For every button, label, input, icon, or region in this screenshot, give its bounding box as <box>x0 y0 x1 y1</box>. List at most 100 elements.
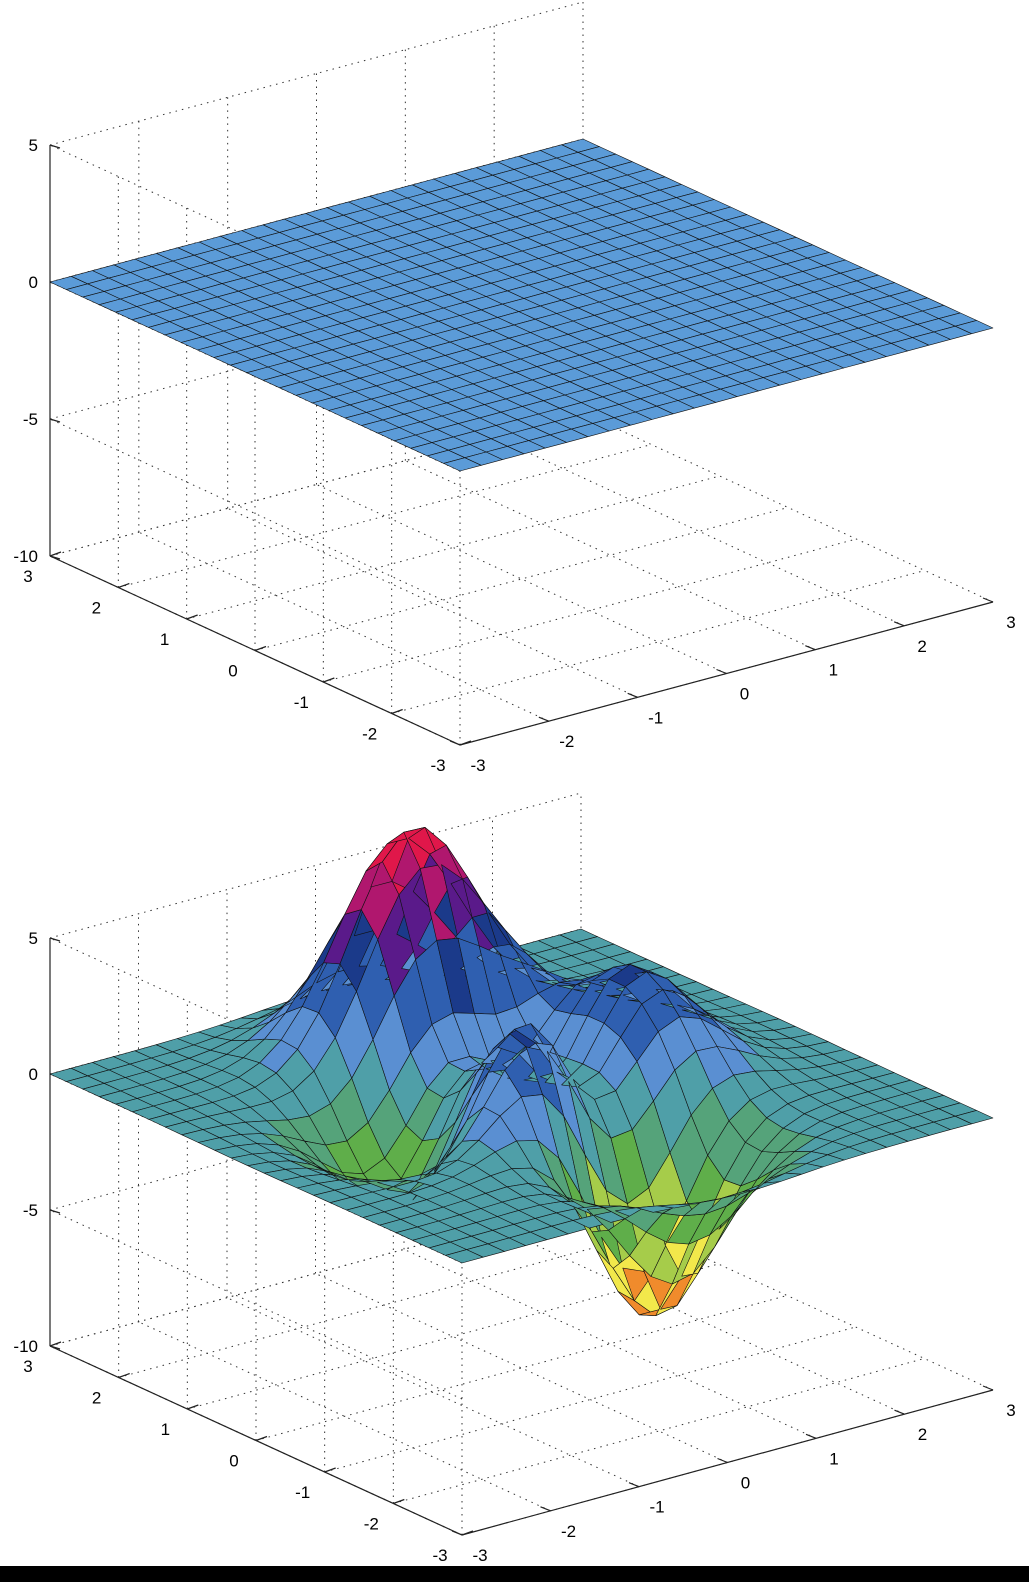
y-tick-mark <box>254 645 267 652</box>
x-tick-label: 3 <box>1006 613 1015 632</box>
x-tick-mark <box>717 1457 728 1464</box>
z-tick-mark <box>49 144 61 149</box>
x-tick-mark <box>982 597 994 603</box>
z-tick-mark <box>49 555 61 560</box>
grid-line <box>393 1358 925 1504</box>
grid-line <box>324 1326 856 1473</box>
y-tick-label: -3 <box>432 1546 447 1565</box>
x-tick-mark <box>451 1530 463 1536</box>
z-tick-label: -10 <box>13 1337 38 1356</box>
grid-line <box>49 412 584 557</box>
grid-line <box>323 538 857 683</box>
grid-line <box>118 444 652 588</box>
y-tick-label: -3 <box>430 756 445 775</box>
grid-line <box>315 1273 728 1463</box>
x-tick-mark <box>540 1506 551 1512</box>
bottom-border <box>0 1566 1029 1582</box>
x-tick-mark <box>894 1409 905 1415</box>
y-tick-mark <box>187 1404 199 1410</box>
y-tick-label: 1 <box>160 630 169 649</box>
y-tick-label: -2 <box>362 725 377 744</box>
x-tick-mark <box>449 740 461 746</box>
y-tick-label: 3 <box>23 1357 32 1376</box>
x-tick-label: 0 <box>740 685 749 704</box>
y-tick-mark <box>49 551 62 557</box>
surface-face <box>954 1110 994 1125</box>
grid-line <box>187 1263 719 1410</box>
grid-line <box>582 412 994 603</box>
grid-line <box>49 792 582 939</box>
x-tick-mark <box>893 621 905 627</box>
x-tick-label: 2 <box>918 1425 927 1444</box>
grid-line <box>227 507 638 698</box>
z-tick-mark <box>49 937 61 942</box>
grid-line <box>493 436 905 627</box>
z-tick-label: 5 <box>29 929 38 948</box>
y-tick-mark <box>118 1372 130 1379</box>
grid-line <box>255 1295 788 1441</box>
z-tick-mark <box>49 418 61 423</box>
x-tick-label: 0 <box>741 1474 750 1493</box>
z-tick-label: 0 <box>29 273 38 292</box>
y-tick-label: 2 <box>92 599 101 618</box>
x-tick-mark <box>716 668 727 675</box>
x-tick-label: 3 <box>1006 1401 1015 1420</box>
y-tick-mark <box>393 1498 405 1505</box>
z-tick-label: 0 <box>29 1065 38 1084</box>
z-tick-mark <box>49 1209 61 1214</box>
surface-face <box>954 320 994 335</box>
z-tick-label: 5 <box>29 136 38 155</box>
y-tick-label: 2 <box>92 1389 101 1408</box>
grid-line <box>405 460 816 651</box>
y-tick-label: 0 <box>229 1452 238 1471</box>
y-tick-label: -1 <box>295 1483 310 1502</box>
grid-line <box>391 570 925 714</box>
y-tick-mark <box>461 1530 474 1536</box>
x-tick-mark <box>538 716 550 722</box>
grid-line <box>492 1224 905 1415</box>
x-tick-label: -1 <box>649 1498 664 1517</box>
grid-line <box>186 475 720 620</box>
y-tick-mark <box>49 1341 62 1347</box>
x-tick-label: -3 <box>470 756 485 775</box>
x-tick-mark <box>805 645 816 651</box>
axes <box>49 937 994 1536</box>
grid-line <box>254 507 789 651</box>
grid-line <box>403 1248 817 1439</box>
y-tick-mark <box>118 582 130 589</box>
y-tick-mark <box>391 708 403 715</box>
z-tick-mark <box>49 1345 61 1350</box>
grid-line <box>316 484 727 674</box>
z-tick-label: -10 <box>13 547 38 566</box>
surface-mesh <box>49 826 994 1316</box>
y-tick-mark <box>324 1467 336 1473</box>
x-tick-label: -1 <box>648 708 663 727</box>
x-tick-mark <box>627 692 638 698</box>
grid-line <box>118 1232 650 1378</box>
z-tick-label: -5 <box>23 1201 38 1220</box>
y-tick-label: -2 <box>364 1515 379 1534</box>
x-tick-label: -2 <box>559 732 574 751</box>
z-tick-label: -5 <box>23 410 38 429</box>
x-tick-label: 2 <box>917 637 926 656</box>
y-tick-mark <box>186 614 198 620</box>
y-tick-label: 0 <box>228 662 237 681</box>
y-tick-label: -1 <box>294 693 309 712</box>
x-tick-label: -2 <box>561 1522 576 1541</box>
y-tick-label: 3 <box>23 567 32 586</box>
x-tick-mark <box>805 1433 817 1439</box>
grid-line <box>49 1209 463 1400</box>
grid-line <box>49 1064 582 1211</box>
surface-mesh <box>49 138 994 472</box>
y-tick-mark <box>323 677 335 683</box>
grid-line <box>49 937 463 1128</box>
grid-line <box>49 1 584 146</box>
grid-line <box>49 1200 582 1347</box>
grid-line <box>49 275 584 420</box>
y-tick-label: 1 <box>161 1420 170 1439</box>
